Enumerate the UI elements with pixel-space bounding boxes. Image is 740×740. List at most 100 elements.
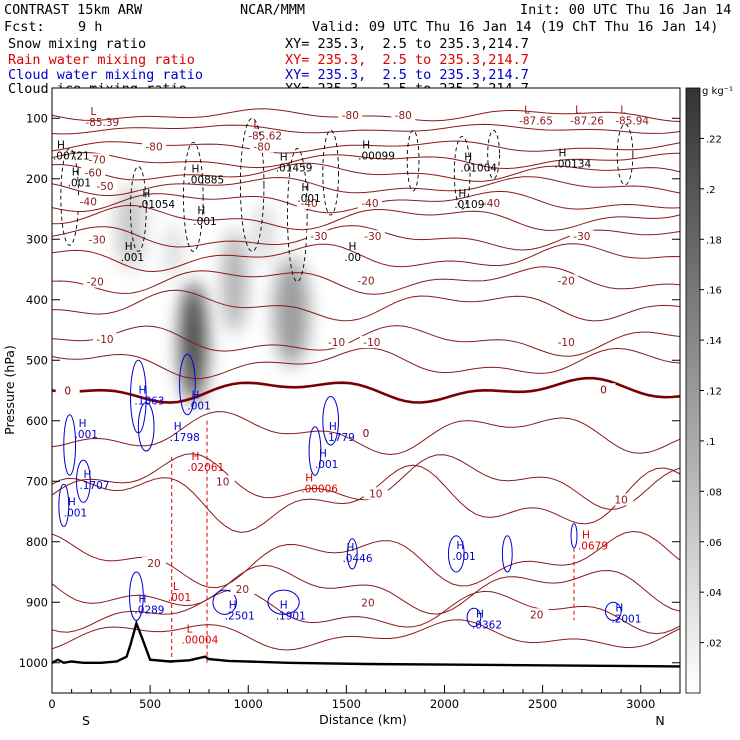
extremum-letter: H xyxy=(72,167,80,179)
temperature-label: -80 xyxy=(145,142,162,154)
extremum-letter: H xyxy=(68,496,76,508)
cloud-water-contour xyxy=(137,402,155,452)
temperature-label: -80 xyxy=(395,110,412,122)
extremum-letter: H xyxy=(464,152,472,164)
extremum-value: .1779 xyxy=(325,432,355,444)
extremum-letter: H xyxy=(191,164,199,176)
init-time: Init: 00 UTC Thu 16 Jan 14 xyxy=(520,2,732,18)
x-axis-label: Distance (km) xyxy=(319,712,407,727)
forecast-hour: 9 h xyxy=(78,19,103,35)
snow-region xyxy=(256,202,272,264)
temperature-label-bg xyxy=(297,196,322,209)
temperature-label-bg xyxy=(591,383,616,396)
temperature-label-bg xyxy=(83,275,108,288)
extremum-value: .001 xyxy=(315,459,338,471)
temperature-label-bg xyxy=(249,140,274,153)
temperature-contour xyxy=(52,243,680,273)
extremum-value: .1863 xyxy=(134,396,164,408)
extremum-value: .01054 xyxy=(138,199,175,211)
temperature-label-bg xyxy=(92,180,117,193)
colorbar-tick-label: .08 xyxy=(706,487,722,498)
extremum-value: .0289 xyxy=(134,604,164,616)
temperature-label: 0 xyxy=(363,428,370,440)
snow-region xyxy=(179,281,208,403)
extremum-letter: H xyxy=(191,451,199,463)
snow-region xyxy=(273,257,310,367)
temperature-label: 10 xyxy=(369,488,382,500)
temperature-label: 20 xyxy=(236,584,249,596)
temperature-label: -40 xyxy=(301,198,318,210)
temperature-label-bg xyxy=(479,196,504,209)
extremum-value: .1901 xyxy=(276,610,306,622)
temperature-contour xyxy=(52,152,680,170)
extremum-value: .00885 xyxy=(187,175,224,187)
temperature-label-bg xyxy=(554,274,579,287)
temperature-label-bg xyxy=(230,582,255,595)
direction-south: S xyxy=(82,713,90,728)
extremum-value: .2501 xyxy=(225,610,255,622)
extremum-letter: H xyxy=(329,421,337,433)
y-tick-label: 100 xyxy=(26,111,48,125)
ice-contour xyxy=(130,166,147,252)
field-xy-snow: XY= 235.3, 2.5 to 235.3,214.7 xyxy=(285,36,529,52)
extremum-value: .02061 xyxy=(187,462,224,474)
freezing-contour xyxy=(52,376,680,404)
direction-north: N xyxy=(655,713,664,728)
extremum-letter: H xyxy=(319,448,327,460)
ice-contour xyxy=(487,129,500,180)
extremum-value: .1707 xyxy=(79,480,109,492)
extremum-value: .001 xyxy=(297,193,320,205)
extremum-letter: H xyxy=(138,385,146,397)
temperature-label: -80 xyxy=(253,142,270,154)
x-tick-label: 1000 xyxy=(234,697,263,711)
temperature-label-bg xyxy=(569,230,594,243)
y-tick-label: 800 xyxy=(26,535,48,549)
temperature-label: -40 xyxy=(80,197,97,209)
y-tick-label: 600 xyxy=(26,414,48,428)
y-tick-label: 700 xyxy=(26,474,48,488)
cloud-water-contours xyxy=(58,353,622,627)
temperature-label-bg xyxy=(554,336,579,349)
y-tick-label: 900 xyxy=(26,595,48,609)
extremum-value: .0109 xyxy=(454,199,484,211)
colorbar-tick-label: .14 xyxy=(706,336,722,347)
temperature-label: -30 xyxy=(573,231,590,243)
snow-region xyxy=(222,230,247,334)
model-title: CONTRAST 15km ARW xyxy=(4,2,143,18)
extremum-value: .0446 xyxy=(342,553,372,565)
y-tick-label: 1000 xyxy=(19,656,48,670)
ice-contour xyxy=(322,129,339,216)
temperature-label-bg xyxy=(355,596,380,609)
extremum-letter: H xyxy=(582,530,590,542)
field-xy-rain: XY= 235.3, 2.5 to 235.3,214.7 xyxy=(285,52,529,68)
temperature-label: -20 xyxy=(357,275,374,287)
cloud-water-contour xyxy=(466,607,482,627)
extremum-value: .00006 xyxy=(301,483,338,495)
extremum-value: .001 xyxy=(193,216,216,228)
x-tick-label: 500 xyxy=(139,697,161,711)
temperature-label: -20 xyxy=(87,277,104,289)
terrain-profile xyxy=(52,619,680,668)
extremum-value: -85.62 xyxy=(248,131,282,143)
colorbar-tick-label: .1 xyxy=(706,437,716,448)
extremum-value: .001 xyxy=(64,507,87,519)
extremum-value: .001 xyxy=(68,178,91,190)
center-name: NCAR/MMM xyxy=(240,2,306,18)
extremum-letter: H xyxy=(301,182,309,194)
y-tick-label: 400 xyxy=(26,293,48,307)
ice-contour xyxy=(287,148,308,283)
temperature-label: 20 xyxy=(147,558,160,570)
extremum-value: .0362 xyxy=(472,619,502,631)
extremum-letter: H xyxy=(138,593,146,605)
extremum-letter: H xyxy=(615,602,623,614)
ice-contour xyxy=(239,117,265,252)
extremum-value: .001 xyxy=(75,429,98,441)
temperature-label: -40 xyxy=(483,198,500,210)
temperature-contour xyxy=(52,123,680,135)
temperature-label-bg xyxy=(142,556,167,569)
temperature-label-bg xyxy=(354,274,378,287)
temperature-contour xyxy=(52,564,680,615)
extremum-value: -85.39 xyxy=(85,117,119,129)
extremum-letter: H xyxy=(558,147,566,159)
temperature-label-bg xyxy=(609,493,634,506)
